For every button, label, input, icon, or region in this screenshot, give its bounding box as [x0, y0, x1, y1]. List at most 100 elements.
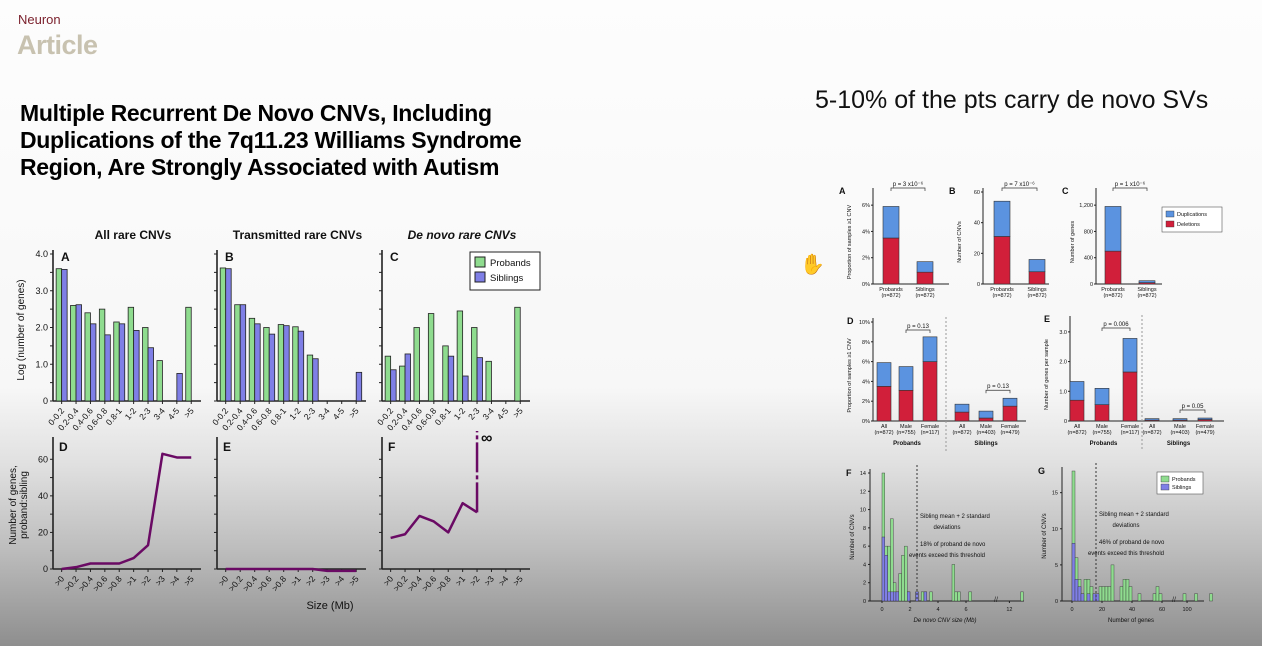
- bar-probands: [306, 354, 314, 402]
- x-tick-label: Male: [1096, 424, 1108, 430]
- article-label: Article: [17, 30, 98, 60]
- x-tick-label: Female: [1121, 424, 1139, 430]
- x-tick-label: (n=872): [915, 293, 934, 299]
- x-axis-label: De novo CNV size (Mb): [913, 618, 976, 624]
- x-tick-label: 3-4: [151, 406, 167, 422]
- bar-probands: [219, 267, 227, 402]
- histogram-bar-probands: [1020, 591, 1024, 602]
- x-tick-label: (n=872): [992, 293, 1011, 299]
- x-tick-label: (n=872): [1027, 293, 1046, 299]
- y-tick-label: 10: [1052, 527, 1058, 533]
- y-tick-label: 3.0: [1059, 330, 1067, 336]
- y-tick-label: 12: [860, 489, 866, 495]
- bar-probands: [485, 360, 492, 402]
- y-axis-label: Number of genes: [1070, 221, 1076, 263]
- p-value-label: p = 0.05: [1182, 404, 1205, 410]
- bar-siblings: [176, 373, 183, 402]
- x-tick-label: 4-5: [331, 406, 347, 422]
- histogram-bar-probands: [901, 555, 905, 602]
- panel-label: G: [1038, 466, 1045, 476]
- y-tick-label: 0: [1064, 419, 1067, 425]
- x-tick-label: (n=872): [1142, 430, 1161, 436]
- x-tick-label: >1: [453, 574, 467, 588]
- y-axis-label: Number of CNVs: [957, 221, 963, 263]
- histogram-bar-siblings: [890, 591, 894, 602]
- bar-probands: [98, 308, 106, 402]
- significance-bracket: [890, 187, 926, 191]
- bar-duplications: [954, 403, 970, 413]
- histogram-bar-siblings: [1071, 543, 1076, 602]
- bar-siblings: [447, 355, 455, 402]
- panel-label: D: [847, 316, 854, 326]
- panel-label: A: [61, 250, 70, 264]
- x-tick-label: (n=755): [896, 430, 915, 436]
- x-tick-label: 4-5: [495, 406, 511, 422]
- legend-label: Probands: [490, 258, 531, 269]
- panel-label: B: [949, 186, 956, 196]
- chart-title: De novo rare CNVs: [408, 228, 517, 242]
- bar-deletions: [898, 390, 914, 422]
- x-tick-label: (n=403): [1170, 430, 1189, 436]
- bar-probands: [514, 306, 521, 402]
- bar-duplications: [1094, 388, 1110, 405]
- bar-duplications: [978, 410, 994, 419]
- x-tick-label: 0: [1070, 607, 1073, 613]
- bar-duplications: [1144, 418, 1160, 421]
- legend-label: Deletions: [1177, 222, 1200, 228]
- x-tick-label: >5: [182, 406, 196, 420]
- x-tick-label: 60: [1159, 607, 1165, 613]
- bar-probands: [427, 313, 435, 402]
- y-tick-label: 0: [863, 599, 866, 605]
- y-tick-label: 0: [1055, 599, 1058, 605]
- x-tick-label: (n=117): [1121, 430, 1140, 436]
- x-tick-label: 0.8-1: [268, 406, 288, 427]
- histogram-bar-siblings: [881, 536, 885, 602]
- x-tick-label: >0.2: [62, 574, 81, 593]
- x-tick-label: >0.6: [255, 574, 274, 593]
- significance-bracket: [985, 389, 1011, 394]
- x-tick-label: >0.4: [241, 574, 260, 593]
- x-tick-label: 2-3: [302, 406, 318, 422]
- y-axis-label: Proportion of samples ≥1 CNV: [847, 205, 853, 280]
- bar-probands: [234, 304, 241, 402]
- histogram-bar-probands: [890, 518, 894, 602]
- x-tick-label: 12: [1006, 607, 1012, 613]
- histogram-bar-probands: [954, 591, 958, 602]
- significance-bracket: [1179, 409, 1206, 414]
- bar-siblings: [239, 304, 247, 402]
- panel-label: C: [390, 250, 399, 264]
- group-label: Probands: [1090, 441, 1118, 447]
- legend: [1161, 206, 1223, 233]
- bar-duplications: [1172, 418, 1188, 421]
- y-axis-label: Number of genes,: [8, 465, 19, 545]
- annotation: deviations: [933, 525, 960, 531]
- group-label: Probands: [893, 441, 921, 447]
- histogram-bar-siblings: [1095, 593, 1100, 602]
- y-tick-label: 400: [1084, 256, 1093, 262]
- bar-probands: [55, 268, 63, 402]
- significance-bracket: [1112, 187, 1148, 191]
- legend-label: Siblings: [490, 273, 524, 284]
- bar-siblings: [355, 371, 363, 402]
- bar-probands: [442, 345, 449, 402]
- bar-duplications: [1104, 206, 1122, 252]
- y-tick-label: 4%: [862, 229, 870, 235]
- p-value-label: p = 7 x10⁻⁶: [1004, 181, 1035, 188]
- significance-bracket: [1101, 327, 1131, 331]
- histogram-bar-probands: [1101, 586, 1106, 602]
- x-tick-label: >0.8: [105, 574, 124, 593]
- x-tick-label: >1: [124, 574, 138, 588]
- bar-siblings: [133, 330, 140, 402]
- x-tick-label: (n=117): [921, 430, 940, 436]
- y-tick-label: 15: [1052, 491, 1058, 497]
- bar-duplications: [1138, 280, 1156, 283]
- x-tick-label: 2-3: [466, 406, 482, 422]
- x-tick-label: Male: [1174, 424, 1186, 430]
- x-tick-label: Siblings: [1137, 287, 1157, 293]
- x-tick-label: 40: [1129, 607, 1135, 613]
- x-tick-label: (n=479): [1195, 430, 1214, 436]
- bar-deletions: [978, 417, 994, 422]
- infinity-label: ∞: [481, 430, 492, 447]
- data-line: [225, 567, 357, 573]
- y-axis-label: Number of CNVs: [1042, 513, 1048, 558]
